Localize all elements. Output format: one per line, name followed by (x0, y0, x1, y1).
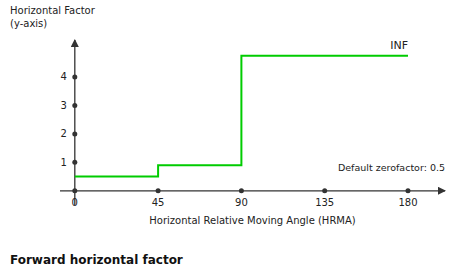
y-tick-label: 3 (60, 100, 66, 111)
x-tick (72, 188, 77, 193)
chart: 0 45 90 135 180 1 2 3 4 INF Default zerofactor: 0.… (0, 0, 461, 272)
x-tick (322, 188, 327, 193)
x-tick-label: 180 (398, 197, 417, 208)
y-tick-label: 1 (60, 157, 66, 168)
x-axis (60, 190, 445, 191)
y-tick-label: 2 (60, 128, 66, 139)
annotation: Default zerofactor: 0.5 (338, 162, 445, 173)
x-axis-label: Horizontal Relative Moving Angle (HRMA) (149, 215, 356, 226)
x-tick (405, 188, 410, 193)
y-tick (72, 131, 77, 136)
y-tick (72, 74, 77, 79)
step-line (75, 56, 408, 177)
y-axis-label: (y-axis) (10, 18, 47, 29)
x-tick-label: 135 (315, 197, 334, 208)
x-tick-label: 45 (152, 197, 165, 208)
x-tick (239, 188, 244, 193)
x-tick-label: 90 (235, 197, 248, 208)
x-tick (156, 188, 161, 193)
y-axis-label: Horizontal Factor (10, 5, 96, 16)
y-tick (72, 160, 77, 165)
annotation: INF (390, 39, 408, 52)
x-tick-label: 0 (72, 197, 78, 208)
y-axis (74, 40, 75, 205)
title: Forward horizontal factor (10, 253, 183, 267)
plot-area (75, 56, 408, 177)
y-tick (72, 103, 77, 108)
y-tick-label: 4 (60, 71, 66, 82)
